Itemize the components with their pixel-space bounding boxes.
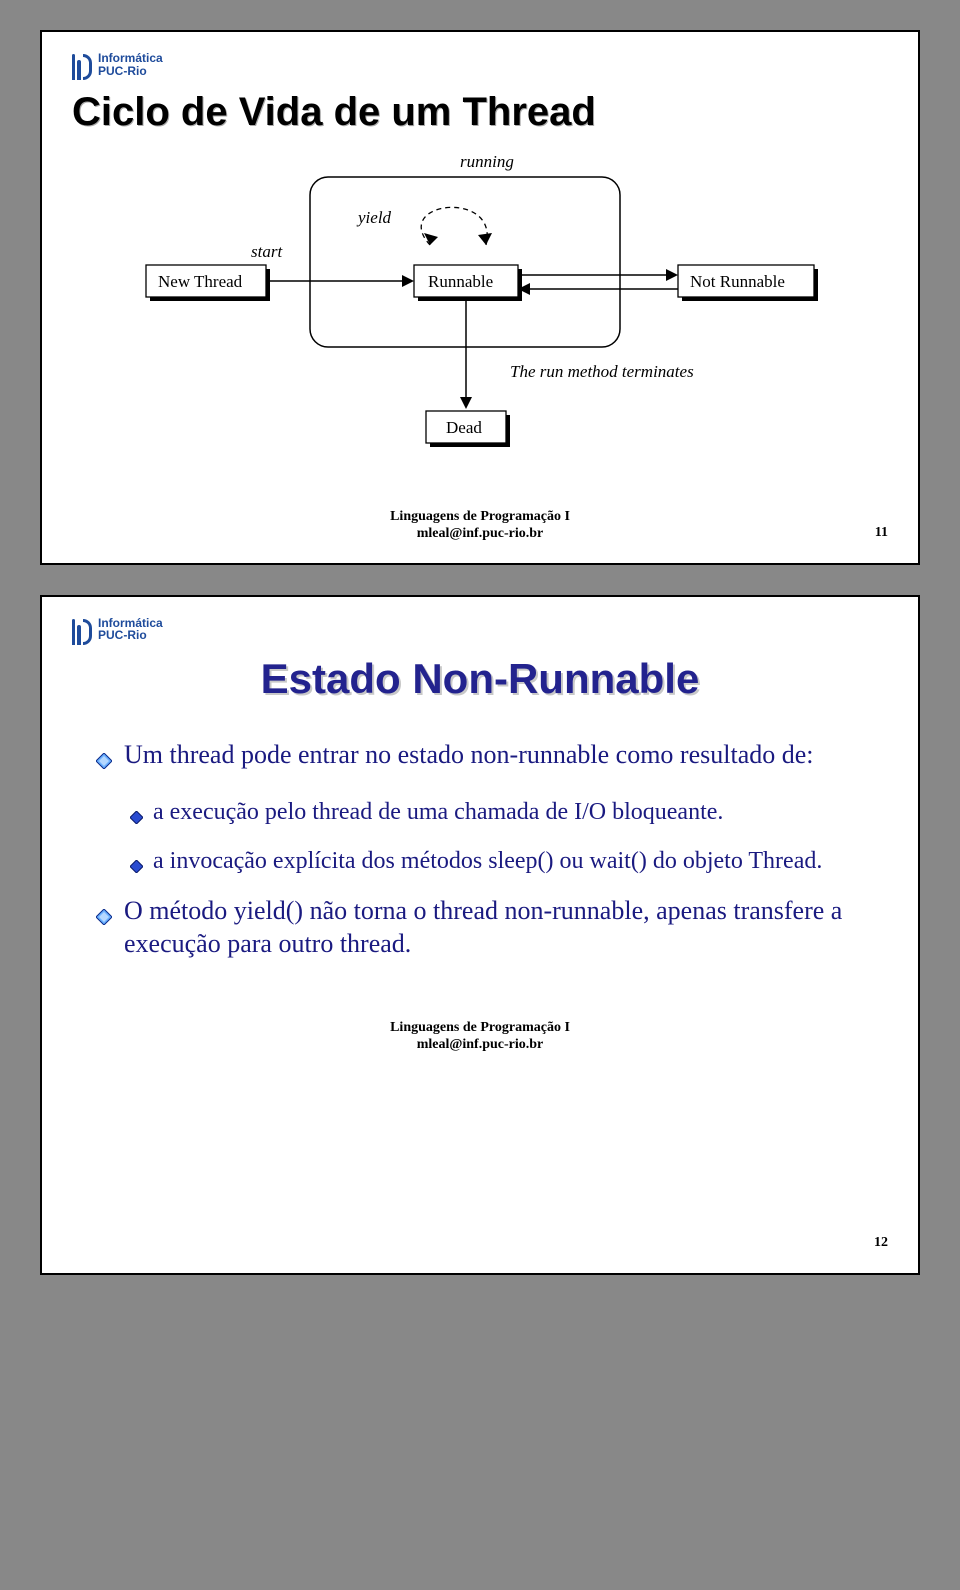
bullet-diamond-icon	[96, 745, 112, 778]
sub-bullet-text: a execução pelo thread de uma chamada de…	[153, 797, 878, 832]
logo-line1: Informática	[98, 52, 163, 65]
slide-1: Informática PUC-Rio Ciclo de Vida de um …	[40, 30, 920, 565]
sub-bullet-diamond-icon	[130, 851, 143, 881]
diagram-label-running: running	[460, 152, 514, 171]
footer-line2: mleal@inf.puc-rio.br	[72, 1037, 888, 1054]
sub-bullet-item: a invocação explícita dos métodos sleep(…	[130, 846, 878, 881]
logo-line2: PUC-Rio	[98, 65, 163, 78]
bullet-item: O método yield() não torna o thread non-…	[96, 895, 878, 960]
sub-bullet-text: a invocação explícita dos métodos sleep(…	[153, 846, 878, 881]
logo-line2: PUC-Rio	[98, 629, 163, 642]
slide-2: Informática PUC-Rio Estado Non-Runnable …	[40, 595, 920, 1275]
logo: Informática PUC-Rio	[72, 52, 888, 80]
thread-lifecycle-diagram: running yield start New Thread Runnab	[72, 149, 888, 459]
diagram-label-yield: yield	[356, 208, 392, 227]
footer-line1: Linguagens de Programação I	[72, 1020, 888, 1037]
slide-footer: Linguagens de Programação I mleal@inf.pu…	[72, 509, 888, 543]
diagram-running-group	[310, 177, 620, 347]
logo-text: Informática PUC-Rio	[98, 617, 163, 642]
bullet-list: Um thread pode entrar no estado non-runn…	[96, 739, 878, 961]
bullet-item: Um thread pode entrar no estado non-runn…	[96, 739, 878, 778]
sub-bullet-list: a execução pelo thread de uma chamada de…	[130, 797, 878, 881]
bullet-diamond-icon	[96, 901, 112, 960]
slide-footer: Linguagens de Programação I mleal@inf.pu…	[72, 1020, 888, 1054]
logo-text: Informática PUC-Rio	[98, 52, 163, 77]
logo-mark	[72, 52, 92, 80]
footer-line2: mleal@inf.puc-rio.br	[72, 526, 888, 543]
sub-bullet-diamond-icon	[130, 802, 143, 832]
footer-line1: Linguagens de Programação I	[72, 509, 888, 526]
diagram-node-new-thread-label: New Thread	[158, 272, 243, 291]
sub-bullet-item: a execução pelo thread de uma chamada de…	[130, 797, 878, 832]
page-number: 12	[874, 1235, 888, 1251]
logo-mark	[72, 617, 92, 645]
slide2-title: Estado Non-Runnable	[72, 655, 888, 703]
logo: Informática PUC-Rio	[72, 617, 888, 645]
slide1-title: Ciclo de Vida de um Thread	[72, 90, 888, 135]
diagram-label-terminates: The run method terminates	[510, 362, 694, 381]
bullet-text: O método yield() não torna o thread non-…	[124, 895, 878, 960]
bullet-text: Um thread pode entrar no estado non-runn…	[124, 739, 878, 778]
page-number: 11	[875, 525, 888, 541]
diagram-node-dead-label: Dead	[446, 418, 482, 437]
diagram-node-runnable-label: Runnable	[428, 272, 493, 291]
diagram-node-not-runnable-label: Not Runnable	[690, 272, 785, 291]
diagram-label-start: start	[251, 242, 283, 261]
